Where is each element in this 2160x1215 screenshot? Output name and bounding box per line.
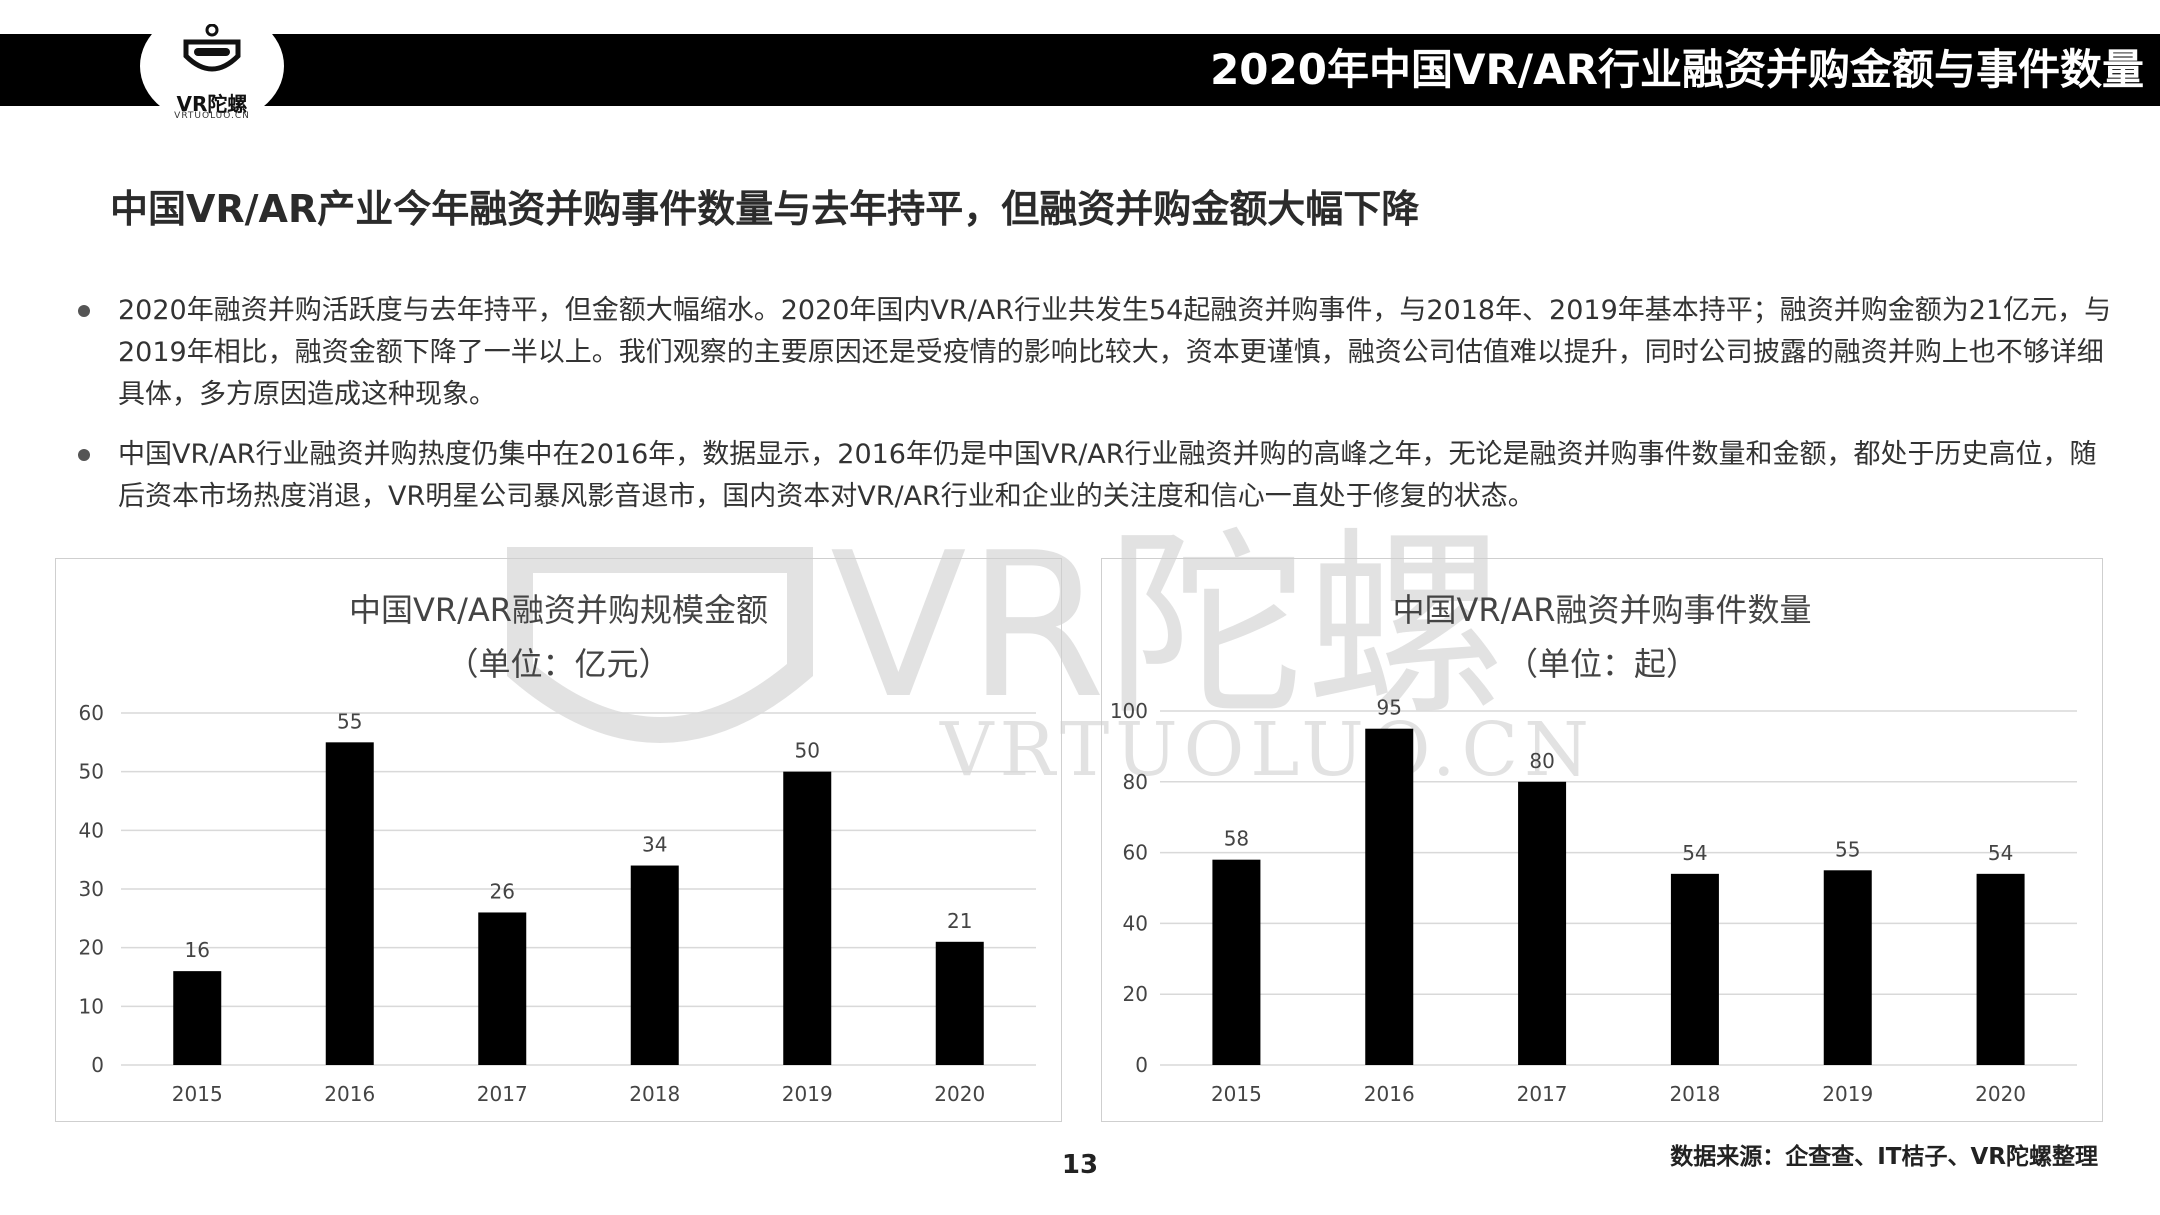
bar (1518, 781, 1567, 1065)
chart-panel-amount: 中国VR/AR融资并购规模金额 （单位：亿元） 0 10 20 30 40 50 60 16 2… (55, 558, 1062, 1122)
data-label: 55 (337, 709, 362, 733)
x-tick-label: 2017 (477, 1082, 528, 1106)
x-tick-label: 2018 (1669, 1082, 1720, 1106)
bar (478, 912, 527, 1065)
bar (783, 771, 832, 1065)
x-tick-label: 2016 (324, 1082, 375, 1106)
x-tick-label: 2020 (1975, 1082, 2026, 1106)
x-tick-label: 2016 (1364, 1082, 1415, 1106)
y-tick-label: 10 (79, 994, 104, 1018)
bar (1976, 873, 2025, 1065)
page-title: 2020年中国VR/AR行业融资并购金额与事件数量 (1210, 45, 2144, 94)
data-label: 16 (185, 938, 210, 962)
data-label: 58 (1224, 827, 1249, 851)
chart-subtitle: （单位：亿元） (446, 645, 671, 683)
y-tick-label: 40 (1123, 911, 1148, 935)
bullet-dot-icon (78, 305, 90, 317)
logo-text: VR陀螺 (176, 92, 248, 116)
chart-subtitle: （单位：起） (1505, 645, 1698, 683)
chart-count-svg: 0 20 40 60 80 100 58 2015 95 2016 80 2017 54 2018 55 20… (1110, 696, 2077, 1106)
chart-panel-count: 中国VR/AR融资并购事件数量 （单位：起） 0 20 40 60 80 100 58 201… (1101, 558, 2103, 1122)
bullet-dot-icon (78, 449, 90, 461)
data-label: 26 (490, 879, 515, 903)
x-tick-label: 2015 (172, 1082, 223, 1106)
bar (1212, 859, 1261, 1065)
data-label: 50 (795, 739, 820, 763)
x-tick-label: 2018 (629, 1082, 680, 1106)
y-tick-label: 0 (91, 1053, 104, 1077)
x-tick-label: 2020 (934, 1082, 985, 1106)
x-tick-label: 2019 (782, 1082, 833, 1106)
headline: 中国VR/AR产业今年融资并购事件数量与去年持平，但融资并购金额大幅下降 (110, 187, 1420, 231)
bar (1823, 870, 1872, 1065)
bar (1670, 873, 1719, 1065)
chart-title: 中国VR/AR融资并购规模金额 (348, 591, 769, 629)
y-tick-label: 100 (1110, 699, 1148, 723)
y-tick-label: 20 (1123, 982, 1148, 1006)
data-label: 54 (1682, 841, 1707, 865)
bullet-text: 2020年融资并购活跃度与去年持平，但金额大幅缩水。2020年国内VR/AR行业… (118, 295, 2112, 410)
watermark: VR陀螺 VRTUOLUO.CN (507, 520, 1595, 790)
logo-badge (140, 8, 284, 124)
y-tick-label: 30 (79, 877, 104, 901)
data-label: 54 (1988, 841, 2013, 865)
chart-amount-svg: 0 10 20 30 40 50 60 16 2015 55 2016 26 2017 34 2018 50 2… (79, 701, 1036, 1106)
bar (325, 742, 374, 1065)
data-source: 数据来源：企查查、IT桔子、VR陀螺整理 (1670, 1144, 2098, 1170)
y-tick-label: 50 (79, 760, 104, 784)
bullet-item: 2020年融资并购活跃度与去年持平，但金额大幅缩水。2020年国内VR/AR行业… (78, 290, 2118, 416)
data-label: 80 (1529, 749, 1554, 773)
data-label: 95 (1377, 696, 1402, 720)
bar (935, 941, 984, 1065)
x-tick-label: 2015 (1211, 1082, 1262, 1106)
watermark-shield-icon (507, 547, 813, 743)
y-tick-label: 80 (1123, 770, 1148, 794)
logo-icon (183, 24, 241, 72)
watermark-text: VR陀螺 (830, 520, 1506, 743)
header-bar: 2020年中国VR/AR行业融资并购金额与事件数量 (0, 34, 2160, 106)
data-label: 55 (1835, 837, 1860, 861)
y-tick-label: 40 (79, 818, 104, 842)
y-tick-label: 20 (79, 936, 104, 960)
logo-subtext: VRTUOLUO.CN (174, 111, 250, 121)
data-label: 21 (947, 909, 972, 933)
bar (173, 971, 222, 1065)
x-tick-label: 2019 (1822, 1082, 1873, 1106)
bar (630, 865, 679, 1065)
chart-title: 中国VR/AR融资并购事件数量 (1392, 591, 1812, 629)
y-tick-label: 60 (79, 701, 104, 725)
bullet-item: 中国VR/AR行业融资并购热度仍集中在2016年，数据显示，2016年仍是中国V… (78, 434, 2118, 518)
bullet-list: 2020年融资并购活跃度与去年持平，但金额大幅缩水。2020年国内VR/AR行业… (78, 290, 2118, 536)
watermark-subtext: VRTUOLUO.CN (939, 707, 1595, 790)
page-number: 13 (1061, 1150, 1099, 1180)
y-tick-label: 0 (1135, 1053, 1148, 1077)
x-tick-label: 2017 (1517, 1082, 1568, 1106)
data-label: 34 (642, 833, 667, 857)
bullet-text: 中国VR/AR行业融资并购热度仍集中在2016年，数据显示，2016年仍是中国V… (118, 439, 2097, 512)
y-tick-label: 60 (1123, 841, 1148, 865)
bar (1365, 728, 1414, 1065)
